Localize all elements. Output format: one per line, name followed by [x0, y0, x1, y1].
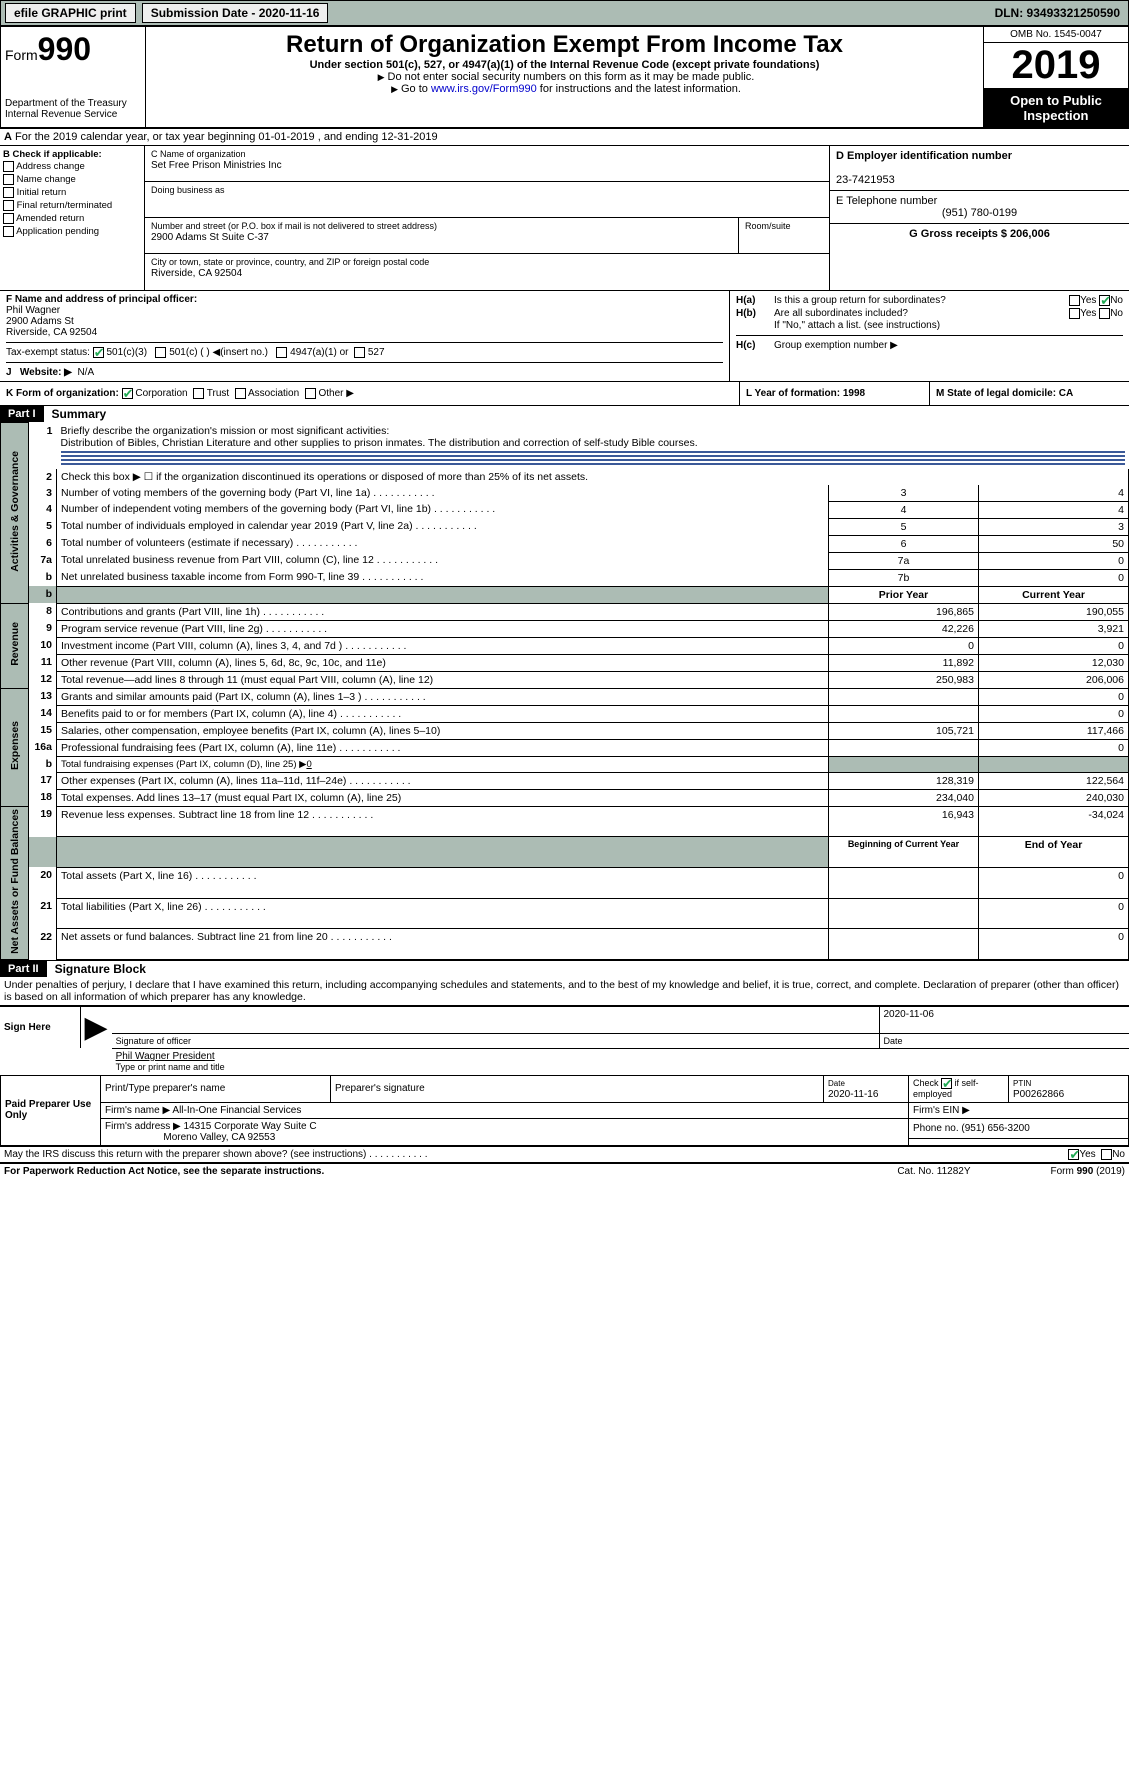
irs-link[interactable]: www.irs.gov/Form990: [431, 83, 537, 95]
sign-here-label: Sign Here: [0, 1006, 80, 1049]
firm-phone: Phone no. (951) 656-3200: [909, 1118, 1129, 1139]
omb-number: OMB No. 1545-0047: [984, 27, 1128, 43]
form-ref: Form 990 (2019): [1051, 1166, 1125, 1177]
efile-btn[interactable]: efile GRAPHIC print: [5, 3, 136, 23]
paperwork-notice: For Paperwork Reduction Act Notice, see …: [4, 1166, 324, 1177]
cat-no: Cat. No. 11282Y: [897, 1166, 970, 1177]
mission-text: Distribution of Bibles, Christian Litera…: [61, 437, 698, 449]
officer-signed-name: Phil Wagner President: [116, 1051, 215, 1062]
org-street: 2900 Adams St Suite C-37: [151, 232, 269, 243]
tax-period: A For the 2019 calendar year, or tax yea…: [0, 128, 1129, 145]
perjury-statement: Under penalties of perjury, I declare th…: [0, 977, 1129, 1005]
org-city: Riverside, CA 92504: [151, 268, 242, 279]
top-toolbar: efile GRAPHIC print Submission Date - 20…: [0, 0, 1129, 26]
paid-preparer-label: Paid Preparer Use Only: [1, 1075, 101, 1145]
website: N/A: [77, 367, 94, 378]
ssn-note: Do not enter social security numbers on …: [154, 71, 975, 83]
form-title: Return of Organization Exempt From Incom…: [154, 31, 975, 59]
discuss-question: May the IRS discuss this return with the…: [4, 1149, 428, 1160]
domicile-state: M State of legal domicile: CA: [936, 388, 1073, 399]
dln-label: DLN: 93493321250590: [995, 6, 1124, 20]
phone: (951) 780-0199: [836, 207, 1123, 219]
firm-name: All-In-One Financial Services: [172, 1105, 301, 1116]
firm-addr: 14315 Corporate Way Suite C: [184, 1121, 317, 1132]
part1-header: Part I: [0, 406, 44, 422]
org-name: Set Free Prison Ministries Inc: [151, 160, 282, 171]
sign-date: 2020-11-06: [884, 1009, 934, 1020]
tax-year: 2019: [984, 43, 1128, 89]
side-governance: Activities & Governance: [9, 451, 21, 572]
side-expenses: Expenses: [9, 721, 21, 770]
submission-date: Submission Date - 2020-11-16: [142, 3, 329, 23]
section-b-checkboxes: B Check if applicable: Address change Na…: [0, 146, 145, 290]
ein: 23-7421953: [836, 174, 895, 186]
goto-note: Go to www.irs.gov/Form990 for instructio…: [154, 83, 975, 95]
form-subtitle: Under section 501(c), 527, or 4947(a)(1)…: [154, 59, 975, 71]
dept-label: Department of the Treasury Internal Reve…: [5, 98, 141, 120]
officer-name: Phil Wagner: [6, 305, 60, 316]
ptin: P00262866: [1013, 1089, 1064, 1100]
part2-header: Part II: [0, 961, 47, 977]
form-number: Form990: [5, 31, 141, 68]
gross-receipts: G Gross receipts $ 206,006: [909, 228, 1050, 240]
side-revenue: Revenue: [9, 622, 21, 666]
open-public-badge: Open to Public Inspection: [984, 89, 1128, 127]
side-netassets: Net Assets or Fund Balances: [9, 809, 21, 954]
year-formation: L Year of formation: 1998: [746, 388, 865, 399]
